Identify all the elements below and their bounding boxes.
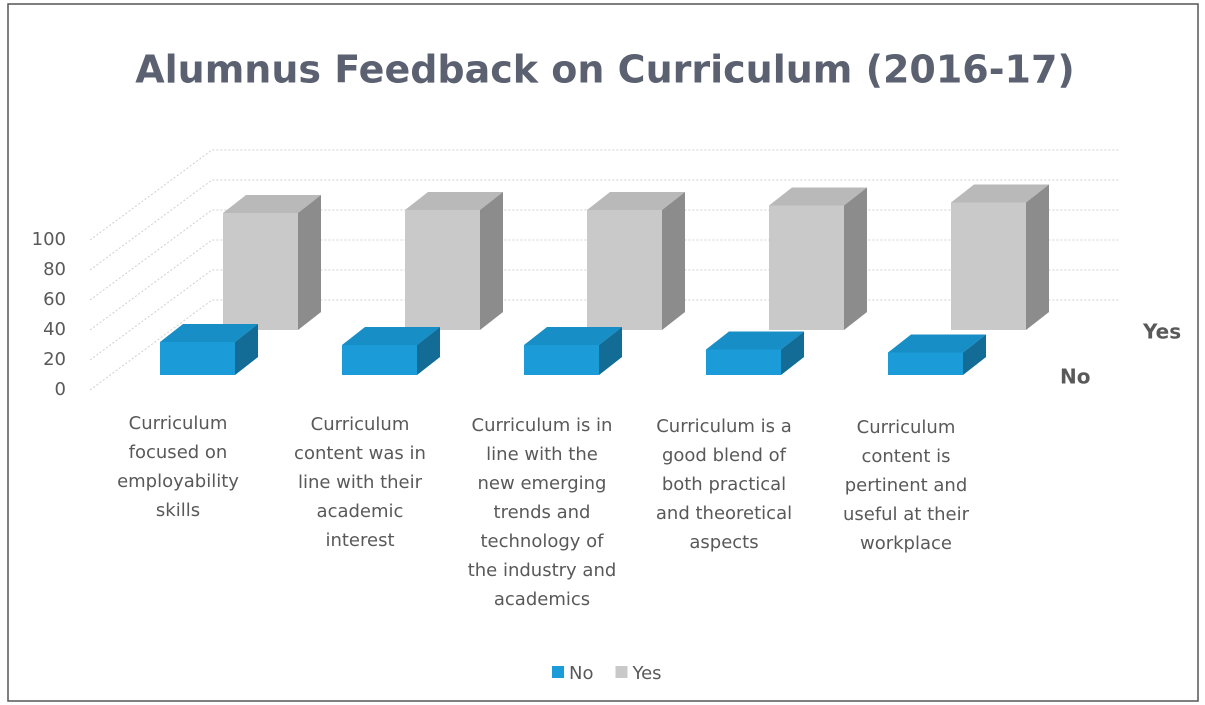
bar-side-shade	[1026, 184, 1049, 330]
bar-top	[223, 195, 321, 213]
bar-top-shade	[951, 184, 1049, 203]
bar-top	[342, 327, 440, 345]
bar-top-shade	[706, 331, 804, 350]
bar-front	[769, 205, 844, 330]
bar-top	[706, 331, 804, 350]
bar-top	[405, 192, 503, 210]
y-tick-label: 100	[32, 229, 66, 250]
bar-front	[405, 210, 480, 330]
legend-swatch	[615, 666, 628, 678]
depth-label: Yes	[1142, 320, 1181, 344]
legend-label: Yes	[631, 663, 661, 684]
y-tick-label: 80	[43, 259, 66, 280]
bar	[223, 195, 321, 330]
bar-top	[160, 324, 258, 342]
depth-label: No	[1060, 365, 1090, 389]
bar-side	[1026, 184, 1049, 330]
x-tick-label: Curriculum is in line with the new emerg…	[467, 415, 617, 610]
bar	[587, 192, 685, 330]
bar-top-shade	[769, 187, 867, 206]
bar-side	[298, 195, 321, 330]
bar	[524, 327, 622, 375]
x-tick-label: Curriculum is a good blend of both pract…	[655, 416, 793, 553]
x-tick-label: Curriculum content was in line with thei…	[294, 414, 426, 551]
bar-top	[888, 334, 986, 353]
bar-side	[417, 327, 440, 375]
bar-side-shade	[599, 327, 622, 375]
bar-side	[844, 187, 867, 330]
bar-side-shade	[781, 331, 804, 375]
bar-top	[587, 192, 685, 210]
bar-front	[223, 213, 298, 330]
legend-swatch	[552, 666, 564, 678]
y-tick-label: 40	[43, 319, 66, 340]
bar	[888, 334, 986, 375]
bar	[951, 184, 1049, 330]
bar-top-shade	[405, 192, 503, 210]
bar-side-shade	[963, 334, 986, 375]
bar-top	[769, 187, 867, 206]
bar-top-shade	[160, 324, 258, 342]
bar-top	[951, 184, 1049, 203]
bar-side-shade	[235, 324, 258, 375]
frame	[7, 3, 1199, 702]
bar-side	[662, 192, 685, 330]
bar-front	[706, 349, 781, 375]
y-tick-label: 0	[55, 379, 66, 400]
bar-top-shade	[888, 334, 986, 353]
bar-top-shade	[587, 192, 685, 210]
chart-title: Alumnus Feedback on Curriculum (2016-17)	[135, 48, 1075, 92]
bar	[342, 327, 440, 375]
bar-front	[587, 210, 662, 330]
bar-front	[951, 202, 1026, 330]
bar-side-shade	[417, 327, 440, 375]
bar	[405, 192, 503, 330]
bar-top-shade	[342, 327, 440, 345]
bar-side	[599, 327, 622, 375]
bar-side	[480, 192, 503, 330]
bar-front	[342, 345, 417, 375]
x-tick-label: Curriculum content is pertinent and usef…	[842, 417, 970, 554]
legend-label: No	[569, 663, 593, 684]
bar-front	[524, 345, 599, 375]
bar-side	[235, 324, 258, 375]
bar-top	[524, 327, 622, 345]
grid-line	[89, 149, 1120, 241]
bar-front	[160, 342, 235, 375]
bar-side-shade	[662, 192, 685, 330]
bar	[769, 187, 867, 330]
bar	[160, 324, 258, 375]
bar-top-shade	[223, 195, 321, 213]
bar-front	[888, 352, 963, 375]
bar-side-shade	[298, 195, 321, 330]
bar-side	[781, 331, 804, 375]
bar-side-shade	[844, 187, 867, 330]
bar-side-shade	[480, 192, 503, 330]
y-tick-label: 60	[43, 289, 66, 310]
bar	[706, 331, 804, 375]
grid-line	[89, 179, 1120, 271]
bar-top-shade	[524, 327, 622, 345]
bar-side	[963, 334, 986, 375]
x-tick-label: Curriculum focused on employability skil…	[117, 413, 239, 521]
y-tick-label: 20	[43, 349, 66, 370]
